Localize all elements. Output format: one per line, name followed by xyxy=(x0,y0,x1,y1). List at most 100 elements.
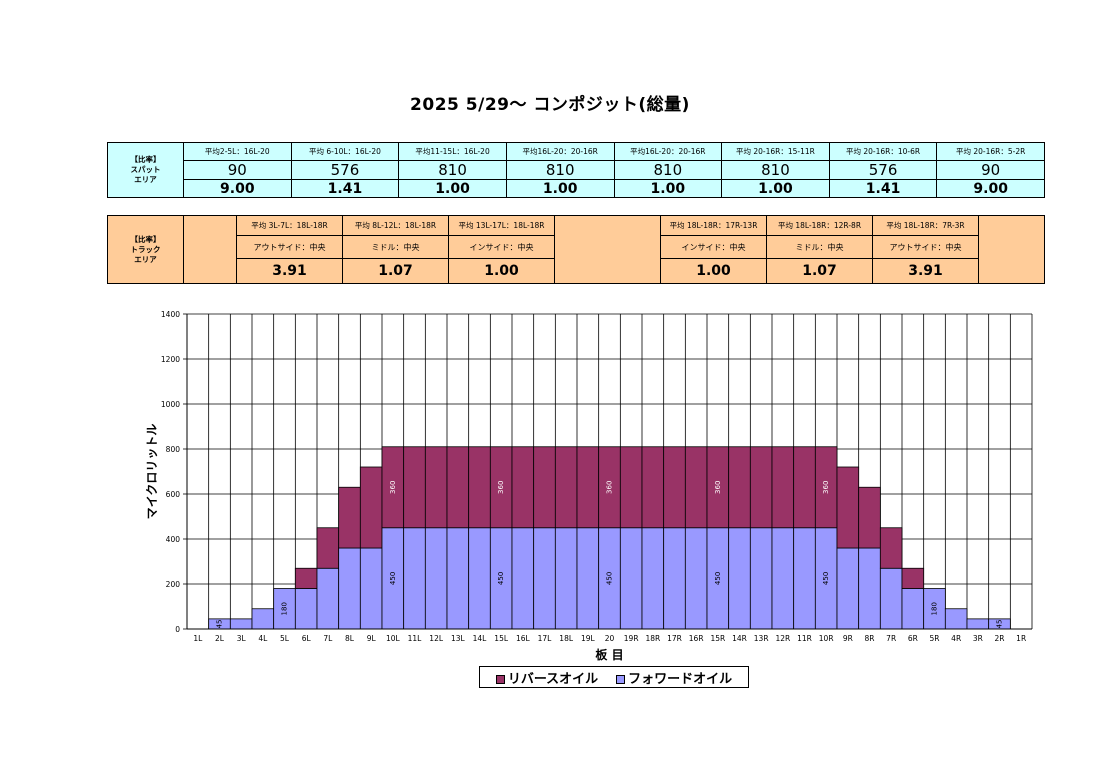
bar-forward xyxy=(944,608,968,630)
page-title: 2025 5/29～ コンポジット(総量) xyxy=(410,95,690,115)
x-tick-label: 9R xyxy=(843,634,853,643)
bar-forward xyxy=(554,527,578,630)
data-label: 450 xyxy=(497,572,505,585)
track-label-line: 【比率】 xyxy=(130,234,161,244)
bar-reverse xyxy=(684,446,708,529)
spot-label-line: スパット xyxy=(130,165,161,174)
x-tick-label: 17R xyxy=(667,634,682,643)
bar-forward xyxy=(229,618,253,630)
y-tick-label: 1200 xyxy=(161,355,180,364)
x-tick-label: 13R xyxy=(754,634,769,643)
data-label: 360 xyxy=(714,481,722,494)
legend-label: フォワードオイル xyxy=(628,671,733,687)
track-header: 平均 18L-18R：7R-3R xyxy=(872,214,979,237)
x-tick-label: 5R xyxy=(930,634,940,643)
data-label: 450 xyxy=(389,572,397,585)
bar-forward xyxy=(468,527,491,630)
bar-reverse xyxy=(771,446,795,529)
bar-forward xyxy=(511,527,535,630)
y-tick-label: 600 xyxy=(166,490,181,499)
bar-forward xyxy=(858,547,881,630)
track-zone: アウトサイド：中央 xyxy=(236,235,343,259)
track-ratio: 1.07 xyxy=(766,257,873,285)
spot-ratio-table: 【比率】 スパット エリア 平均2-5L：16L-20 平均 6-10L：16L… xyxy=(107,142,1045,198)
x-tick-label: 19L xyxy=(581,634,596,643)
forward-swatch xyxy=(616,674,626,684)
bar-reverse xyxy=(554,446,578,529)
bar-forward xyxy=(403,527,426,630)
oil-pattern-chart: 0 200 400 600 800 1000 1200 1400 1L 2L 3L 4L 5L 6L 7L 8… xyxy=(145,310,1033,662)
bar-forward xyxy=(879,567,903,630)
bar-reverse xyxy=(793,446,816,529)
bar-reverse xyxy=(316,527,340,569)
bar-forward xyxy=(663,527,686,630)
bar-forward xyxy=(966,618,990,630)
spot-ratio: 1.00 xyxy=(721,179,830,198)
spot-ratio: 9.00 xyxy=(183,179,292,198)
track-header: 平均 18L-18R：17R-13R xyxy=(660,214,767,237)
x-tick-label: 3L xyxy=(237,634,247,643)
track-zone: ミドル：中央 xyxy=(766,235,873,259)
x-tick-label: 4R xyxy=(951,634,961,643)
bar-reverse xyxy=(468,446,491,529)
x-tick-label: 7R xyxy=(886,634,896,643)
spot-header: 平均16L-20：20-16R xyxy=(505,142,615,161)
bar-reverse xyxy=(294,567,318,589)
bar-forward xyxy=(446,527,470,630)
track-zone: ミドル：中央 xyxy=(342,235,449,259)
bar-reverse xyxy=(576,446,600,529)
spot-label-line: エリア xyxy=(134,175,157,184)
spot-volume: 576 xyxy=(828,160,938,180)
data-label: 450 xyxy=(714,572,722,585)
x-tick-label: 8L xyxy=(345,634,355,643)
bar-reverse xyxy=(663,446,686,529)
bar-reverse xyxy=(858,486,881,549)
bar-forward xyxy=(619,527,643,630)
track-ratio: 1.00 xyxy=(660,257,767,285)
bar-reverse xyxy=(879,527,903,569)
x-tick-label: 18R xyxy=(645,634,660,643)
spot-ratio: 1.00 xyxy=(505,179,615,198)
x-tick-label: 9L xyxy=(367,634,377,643)
data-label: 45 xyxy=(996,619,1004,628)
bar-reverse xyxy=(641,446,665,529)
legend-item-forward: フォワードオイル xyxy=(616,668,732,687)
x-tick-label: 8R xyxy=(865,634,875,643)
x-tick-label: 16R xyxy=(689,634,704,643)
bar-reverse xyxy=(424,446,448,529)
spot-ratio: 1.41 xyxy=(828,179,938,198)
bar-reverse xyxy=(619,446,643,529)
spot-ratio: 1.41 xyxy=(290,179,400,198)
bar-forward xyxy=(338,547,361,630)
x-tick-label: 2L xyxy=(215,634,225,643)
bar-forward xyxy=(359,547,383,630)
x-tick-label: 15R xyxy=(710,634,725,643)
track-ratio: 1.07 xyxy=(342,257,449,285)
spot-header: 平均 6-10L：16L-20 xyxy=(290,142,400,161)
x-tick-label: 15L xyxy=(494,634,509,643)
bar-forward xyxy=(684,527,708,630)
x-tick-label: 17L xyxy=(538,634,553,643)
data-label: 360 xyxy=(389,481,397,494)
bar-reverse xyxy=(446,446,470,529)
data-label: 45 xyxy=(216,619,224,628)
track-zone: インサイド：中央 xyxy=(448,235,555,259)
track-label-line: エリア xyxy=(134,254,157,264)
x-tick-label: 1L xyxy=(193,634,203,643)
bar-reverse xyxy=(728,446,751,529)
legend-item-reverse: リバースオイル xyxy=(495,668,598,687)
bar-forward xyxy=(576,527,600,630)
bar-forward xyxy=(749,527,773,630)
bar-forward xyxy=(251,608,275,630)
y-tick-label: 800 xyxy=(166,445,181,454)
x-axis-title: 板 目 xyxy=(595,647,623,662)
bar-forward xyxy=(294,588,318,630)
data-label: 360 xyxy=(606,481,614,494)
spot-volume: 576 xyxy=(290,160,400,180)
x-tick-label: 12L xyxy=(429,634,444,643)
data-label: 360 xyxy=(822,481,830,494)
y-tick-label: 0 xyxy=(175,625,180,634)
spot-volume: 810 xyxy=(613,160,723,180)
spot-header: 平均11-15L：16L-20 xyxy=(398,142,507,161)
data-label: 360 xyxy=(497,481,505,494)
